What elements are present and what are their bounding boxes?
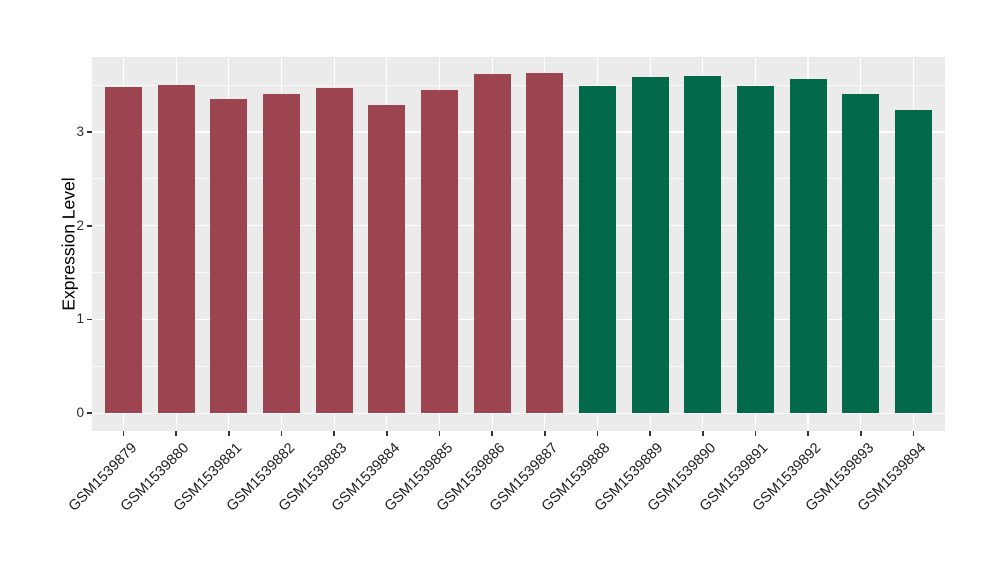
x-tick-mark: [912, 431, 915, 436]
x-tick-mark: [859, 431, 862, 436]
gridline-horizontal-minor: [92, 365, 945, 367]
bar: [842, 94, 880, 414]
gridline-horizontal-major: [92, 225, 945, 227]
gridline-horizontal-minor: [92, 84, 945, 86]
bar: [210, 99, 248, 414]
gridline-horizontal-major: [92, 412, 945, 414]
x-tick-mark: [386, 431, 388, 436]
bar: [789, 79, 827, 414]
gridline-horizontal-minor: [92, 178, 945, 180]
x-tick-mark: [596, 431, 599, 436]
y-tick-label: 1: [76, 311, 84, 327]
bar: [105, 86, 142, 414]
bar: [526, 72, 564, 414]
y-tick-label: 0: [76, 405, 84, 421]
bar: [737, 86, 774, 414]
y-tick-mark: [87, 412, 92, 414]
bar: [315, 87, 353, 414]
bar: [157, 85, 195, 414]
bar: [579, 86, 616, 414]
y-tick-label: 3: [76, 123, 84, 139]
bar: [894, 110, 932, 414]
gridline-horizontal-minor: [92, 272, 945, 273]
plot-panel: [92, 57, 945, 431]
x-tick-mark: [701, 431, 704, 436]
x-tick-mark: [438, 431, 441, 436]
x-tick-mark: [280, 431, 283, 436]
y-tick-label: 2: [76, 217, 84, 233]
x-tick-mark: [122, 431, 125, 436]
bar: [684, 75, 722, 414]
bar: [368, 104, 406, 414]
x-tick-mark: [175, 431, 178, 436]
y-tick-mark: [87, 318, 92, 321]
x-tick-mark: [807, 431, 809, 436]
gridline-horizontal-major: [92, 318, 945, 321]
x-tick-mark: [544, 431, 546, 436]
y-tick-mark: [87, 131, 92, 133]
gridline-horizontal-major: [92, 131, 945, 133]
y-axis-title: Expression Level: [58, 177, 79, 311]
y-tick-mark: [87, 224, 92, 227]
x-tick-mark: [228, 431, 230, 436]
x-tick-mark: [754, 431, 757, 436]
bar: [421, 89, 458, 414]
x-tick-mark: [333, 431, 335, 436]
x-tick-mark: [491, 431, 493, 436]
bar: [631, 76, 669, 414]
bar: [263, 94, 300, 414]
x-tick-mark: [649, 431, 651, 436]
bar: [473, 73, 511, 414]
